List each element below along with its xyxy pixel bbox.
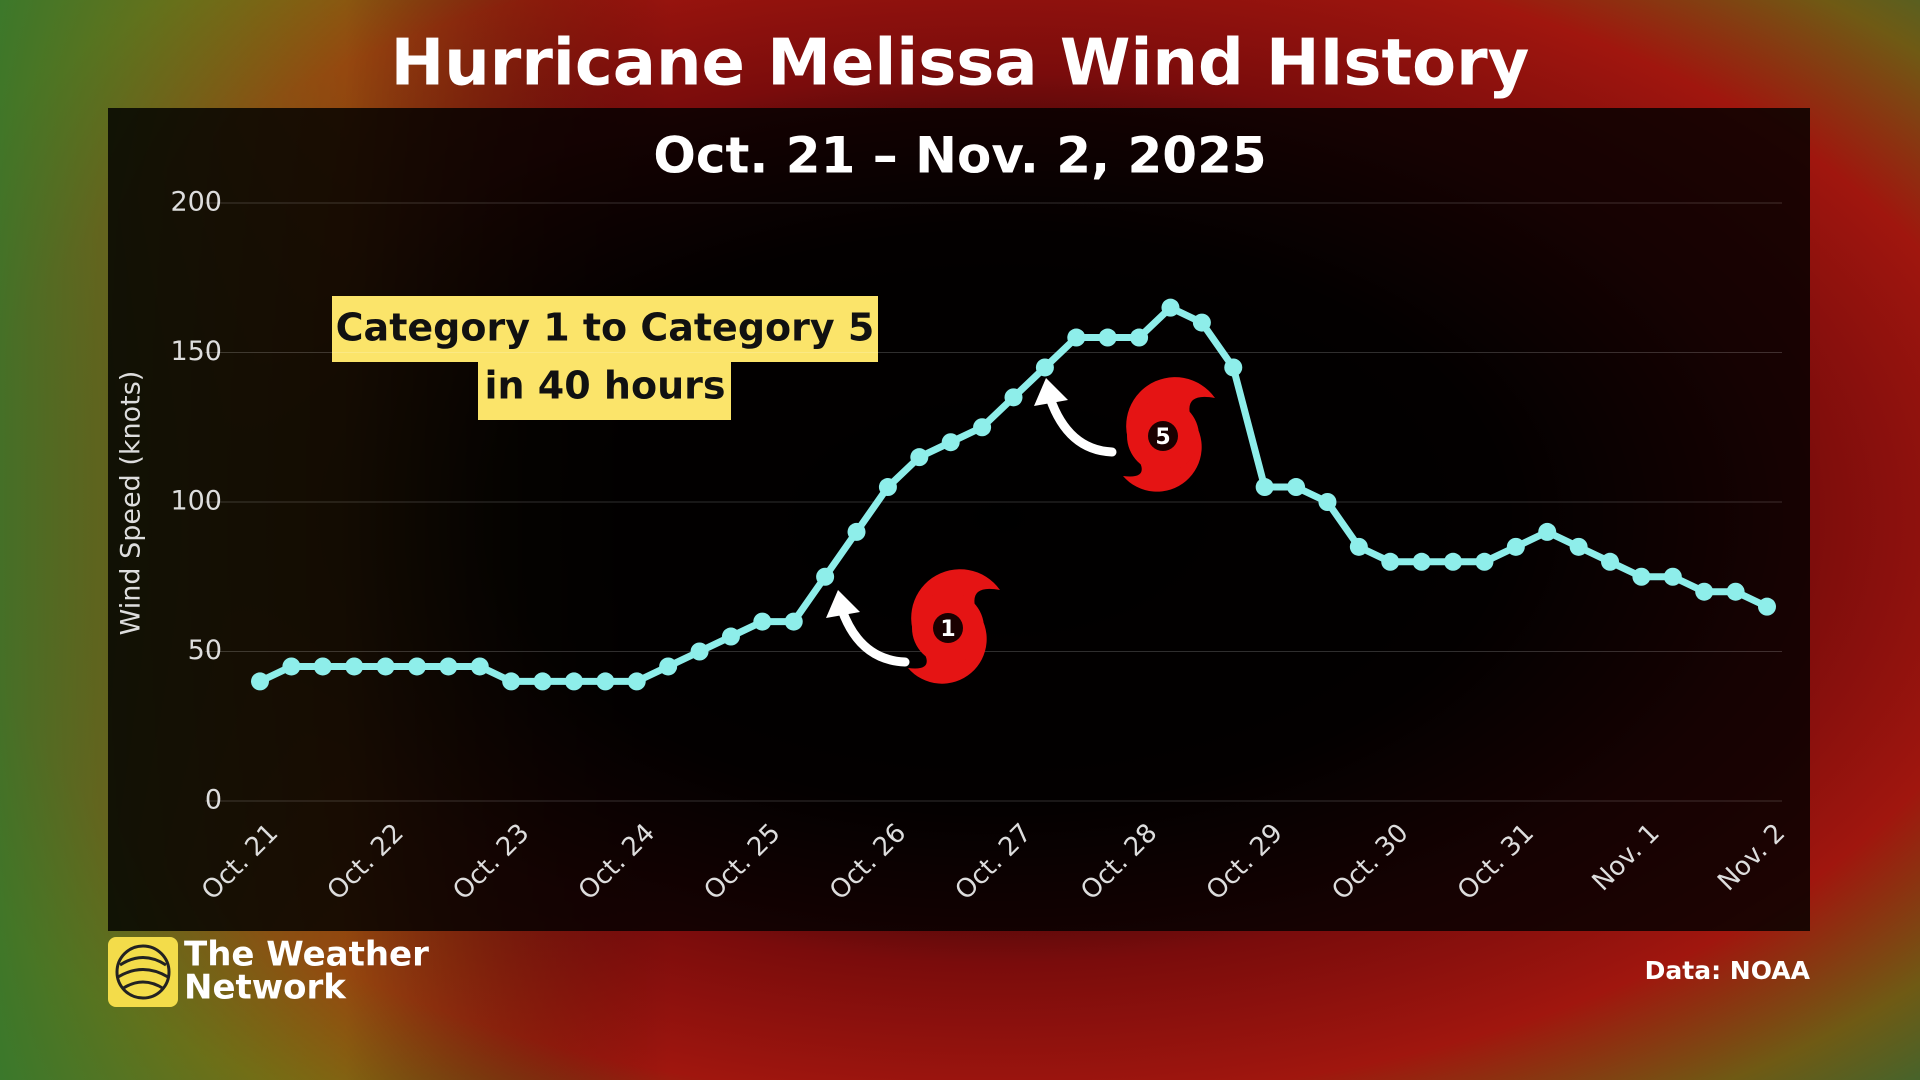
data-point	[1412, 552, 1431, 571]
data-point	[1287, 478, 1306, 497]
annotation-arrow	[1045, 393, 1117, 457]
data-point	[1758, 597, 1776, 616]
data-point	[533, 672, 552, 691]
data-point	[1475, 552, 1494, 571]
data-point	[376, 657, 395, 676]
logo-text: Network	[184, 968, 347, 1008]
logo-globe-lines	[117, 956, 169, 991]
annotation-box	[332, 296, 878, 362]
data-point	[847, 522, 866, 541]
data-point	[1130, 328, 1149, 347]
annotation-arrow-head	[1034, 378, 1068, 406]
data-point	[753, 612, 772, 631]
data-point	[878, 478, 897, 497]
hurricane-category: 1	[940, 617, 955, 642]
data-point	[1538, 522, 1557, 541]
data-point	[1695, 582, 1714, 601]
data-point	[816, 567, 835, 586]
data-point	[659, 657, 678, 676]
data-point	[251, 672, 269, 691]
data-point	[941, 433, 960, 452]
data-point	[1726, 582, 1745, 601]
y-tick-label: 50	[188, 635, 222, 666]
data-point	[1161, 298, 1180, 317]
chart-title: Hurricane Melissa Wind HIstory	[391, 27, 1530, 101]
data-point	[439, 657, 458, 676]
data-point	[1663, 567, 1682, 586]
annotation-box	[478, 360, 731, 420]
data-point	[1318, 493, 1337, 511]
annotation-arrow	[837, 605, 910, 667]
data-point	[1444, 552, 1463, 571]
data-point	[1601, 552, 1620, 571]
data-point	[1255, 478, 1274, 497]
data-point	[596, 672, 615, 691]
annotation-text: Category 1 to Category 5	[336, 306, 875, 350]
data-point	[690, 642, 709, 661]
data-point	[910, 448, 929, 467]
y-tick-label: 200	[170, 187, 222, 218]
data-point	[1632, 567, 1651, 586]
data-point	[313, 657, 332, 676]
data-point	[1004, 388, 1023, 407]
data-point	[1035, 358, 1054, 377]
data-point	[1098, 328, 1117, 347]
source-note: Data: NOAA	[1645, 956, 1811, 985]
y-axis-label: Wind Speed (knots)	[116, 371, 147, 636]
y-tick-label: 100	[170, 486, 222, 517]
hurricane-icon-eye	[1148, 421, 1178, 451]
data-point	[502, 672, 521, 691]
data-point	[470, 657, 489, 676]
data-point	[1569, 537, 1588, 556]
annotation-arrow-head	[826, 590, 860, 618]
data-point	[1349, 537, 1368, 556]
data-point	[1192, 313, 1211, 332]
data-point	[1224, 358, 1243, 377]
annotation-text: in 40 hours	[485, 364, 726, 408]
data-point	[627, 672, 646, 691]
chart-panel	[108, 108, 1810, 931]
hurricane-category: 5	[1155, 425, 1170, 450]
data-point	[564, 672, 583, 691]
hurricane-icon-eye	[933, 613, 963, 643]
data-point	[721, 627, 740, 646]
data-point	[1067, 328, 1086, 347]
data-point	[282, 657, 301, 676]
data-point	[784, 612, 803, 631]
data-point	[1506, 537, 1525, 556]
chart-subtitle: Oct. 21 – Nov. 2, 2025	[653, 127, 1266, 185]
y-tick-label: 0	[205, 785, 222, 816]
data-point	[345, 657, 364, 676]
logo-text: The Weather	[184, 935, 429, 975]
data-point	[1381, 552, 1400, 571]
data-point	[973, 418, 992, 437]
data-point	[407, 657, 426, 676]
logo-globe	[115, 944, 171, 1000]
y-tick-label: 150	[170, 336, 222, 367]
